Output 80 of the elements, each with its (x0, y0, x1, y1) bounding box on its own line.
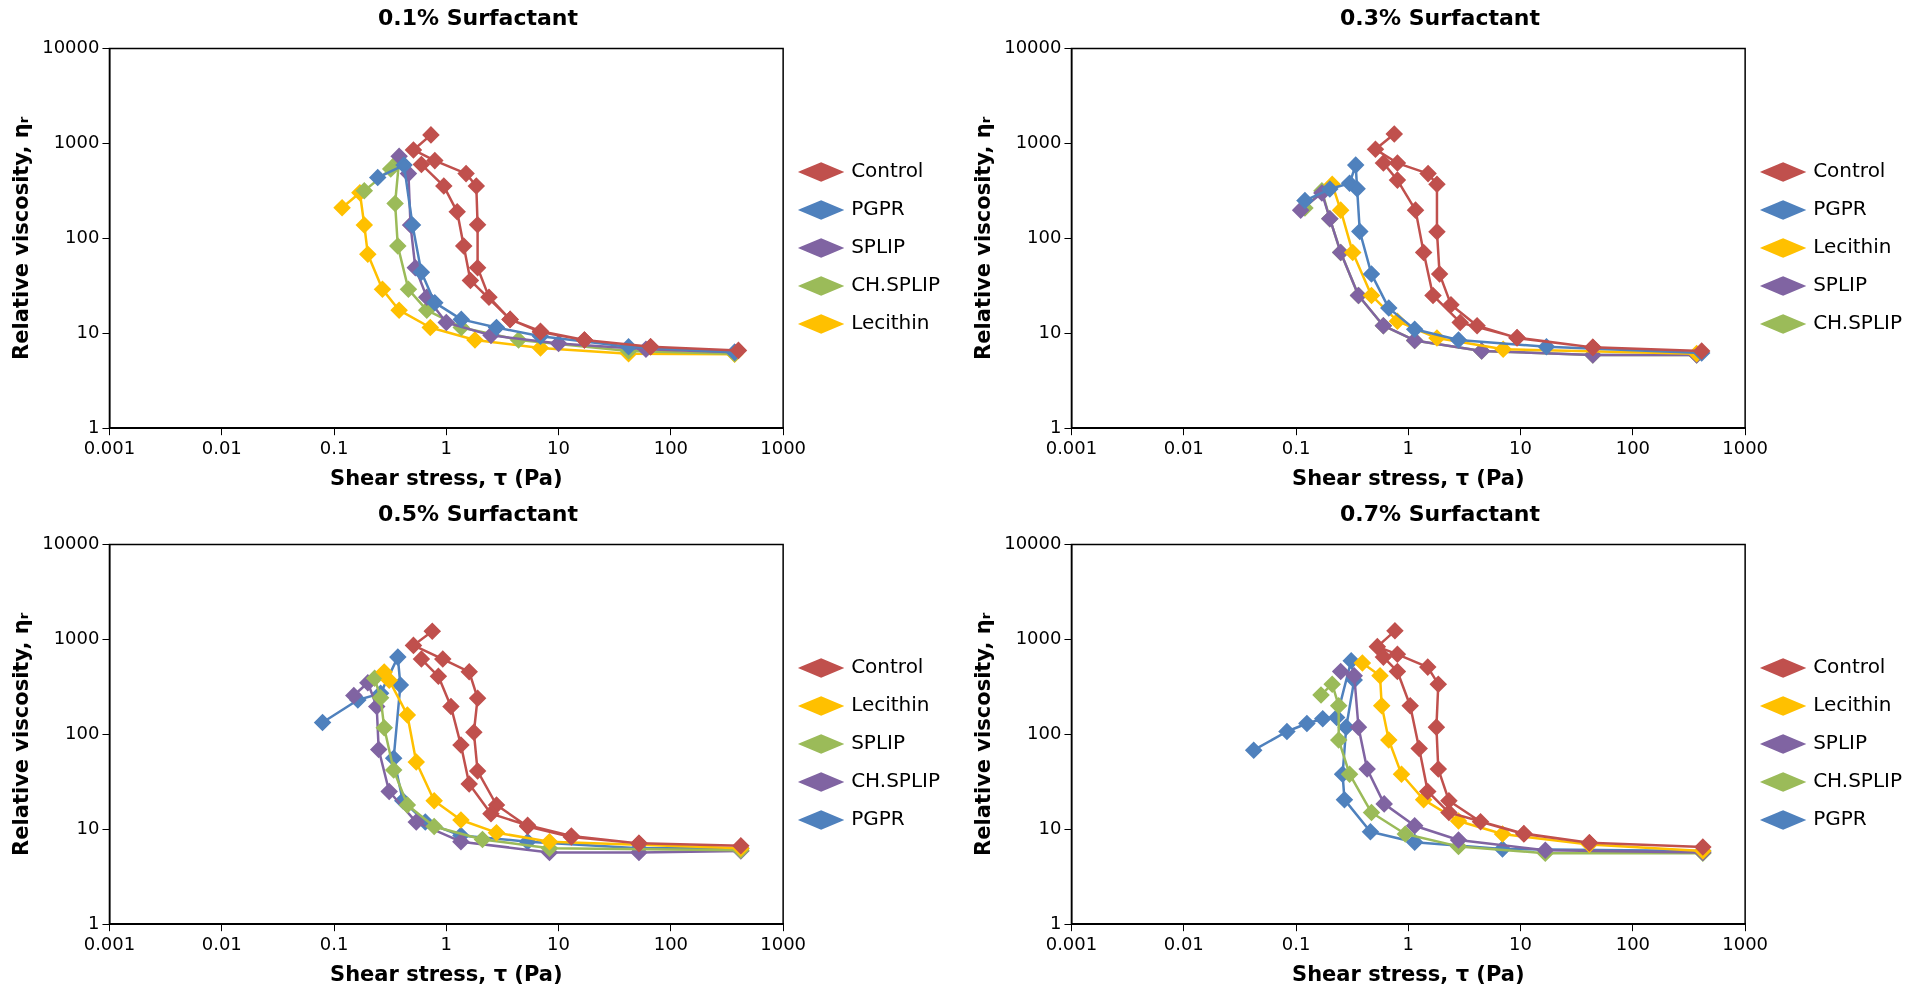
y-tick-label: 1000 (1015, 627, 1062, 649)
x-tick-label: 1 (440, 932, 453, 954)
x-tick-label: 0.01 (201, 932, 242, 954)
x-tick-label: 100 (1615, 436, 1651, 458)
chart-title: 0.1% Surfactant (377, 4, 579, 30)
legend-label: PGPR (851, 196, 905, 221)
y-axis-title: Relative viscosity, ηᵣ (9, 612, 34, 856)
legend-label: PGPR (1813, 196, 1867, 221)
legend-label: CH.SPLIP (1813, 310, 1903, 335)
x-tick-label: 100 (653, 436, 689, 458)
legend-label: PGPR (851, 806, 905, 831)
x-tick-label: 1000 (760, 932, 807, 954)
y-tick-label: 1 (1050, 911, 1062, 933)
x-tick-label: 10 (547, 932, 571, 954)
legend-label: CH.SPLIP (851, 272, 941, 297)
legend-label: SPLIP (1813, 730, 1867, 755)
chart-title: 0.7% Surfactant (1339, 500, 1541, 526)
x-tick-label: 0.01 (201, 436, 242, 458)
y-tick-label: 1000 (53, 131, 100, 153)
x-tick-label: 0.01 (1163, 436, 1204, 458)
y-tick-label: 10000 (1004, 532, 1062, 554)
legend-label: SPLIP (1813, 272, 1867, 297)
y-tick-label: 1000 (1015, 131, 1062, 153)
legend-label: Lecithin (851, 310, 930, 335)
y-tick-label: 10 (76, 816, 100, 838)
y-tick-label: 1 (1050, 415, 1062, 437)
x-tick-label: 100 (1615, 932, 1651, 954)
x-tick-label: 1 (1402, 436, 1415, 458)
y-axis-title: Relative viscosity, ηᵣ (971, 612, 996, 856)
x-tick-label: 0.001 (1045, 932, 1098, 954)
x-tick-label: 0.1 (1281, 436, 1311, 458)
legend-label: Control (1813, 654, 1886, 679)
x-axis-title: Shear stress, τ (Pa) (330, 465, 563, 490)
x-tick-label: 1000 (760, 436, 807, 458)
y-tick-label: 1000 (53, 627, 100, 649)
legend-label: Control (851, 654, 924, 679)
y-tick-label: 100 (1027, 225, 1062, 247)
y-tick-label: 100 (1027, 721, 1062, 743)
x-axis-title: Shear stress, τ (Pa) (1292, 465, 1525, 490)
legend-label: Lecithin (1813, 692, 1892, 717)
x-axis-title: Shear stress, τ (Pa) (1292, 961, 1525, 986)
x-tick-label: 100 (653, 932, 689, 954)
y-tick-label: 10 (1038, 320, 1062, 342)
x-tick-label: 0.001 (83, 436, 136, 458)
legend-label: SPLIP (851, 234, 905, 259)
legend-label: Control (851, 158, 924, 183)
x-tick-label: 1000 (1722, 436, 1769, 458)
legend-label: CH.SPLIP (851, 768, 941, 793)
y-tick-label: 10000 (1004, 36, 1062, 58)
y-tick-label: 100 (65, 721, 100, 743)
x-tick-label: 10 (547, 436, 571, 458)
y-tick-label: 10 (76, 320, 100, 342)
x-tick-label: 0.001 (1045, 436, 1098, 458)
x-tick-label: 0.1 (319, 932, 349, 954)
x-tick-label: 1 (1402, 932, 1415, 954)
x-tick-label: 10 (1509, 932, 1533, 954)
x-tick-label: 0.01 (1163, 932, 1204, 954)
y-tick-label: 10000 (42, 532, 100, 554)
y-tick-label: 100 (65, 225, 100, 247)
x-tick-label: 1000 (1722, 932, 1769, 954)
legend-label: PGPR (1813, 806, 1867, 831)
x-axis-title: Shear stress, τ (Pa) (330, 961, 563, 986)
x-tick-label: 0.1 (319, 436, 349, 458)
legend-label: CH.SPLIP (1813, 768, 1903, 793)
chart-title: 0.3% Surfactant (1339, 4, 1541, 30)
y-tick-label: 10 (1038, 816, 1062, 838)
y-axis-title: Relative viscosity, ηᵣ (9, 116, 34, 360)
legend-label: Lecithin (1813, 234, 1892, 259)
y-tick-label: 10000 (42, 36, 100, 58)
chart-title: 0.5% Surfactant (377, 500, 579, 526)
legend-label: Control (1813, 158, 1886, 183)
y-tick-label: 1 (88, 911, 100, 933)
y-tick-label: 1 (88, 415, 100, 437)
x-tick-label: 0.1 (1281, 932, 1311, 954)
legend-label: SPLIP (851, 730, 905, 755)
y-axis-title: Relative viscosity, ηᵣ (971, 116, 996, 360)
x-tick-label: 1 (440, 436, 453, 458)
legend-label: Lecithin (851, 692, 930, 717)
x-tick-label: 0.001 (83, 932, 136, 954)
x-tick-label: 10 (1509, 436, 1533, 458)
